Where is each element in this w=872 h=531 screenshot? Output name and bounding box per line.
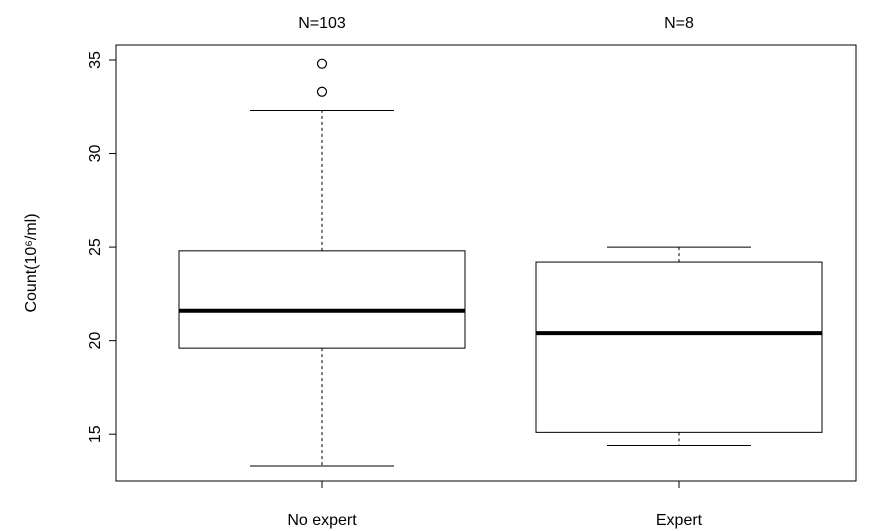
- outlier-point: [316, 58, 328, 69]
- box-group: [535, 246, 823, 446]
- outlier-point: [316, 86, 328, 97]
- y-axis-label: Count(10⁶/ml): [23, 213, 40, 312]
- box: [178, 250, 466, 349]
- n-labels: N=103 N=8: [298, 15, 694, 32]
- box-group: [178, 58, 466, 467]
- box: [535, 261, 823, 433]
- y-tick-label: 25: [87, 238, 104, 256]
- y-axis: 15 20 25 30 35: [87, 51, 116, 443]
- n-label: N=8: [664, 15, 694, 32]
- y-tick-label: 20: [87, 332, 104, 350]
- boxes: [178, 58, 823, 467]
- x-tick-label: No expert: [287, 512, 357, 529]
- y-tick-label: 15: [87, 425, 104, 443]
- y-tick-label: 35: [87, 51, 104, 69]
- x-tick-label: Expert: [656, 512, 703, 529]
- n-label: N=103: [298, 15, 346, 32]
- y-tick-label: 30: [87, 145, 104, 163]
- plot-frame: [115, 44, 857, 482]
- x-axis: No expert Expert: [287, 481, 703, 529]
